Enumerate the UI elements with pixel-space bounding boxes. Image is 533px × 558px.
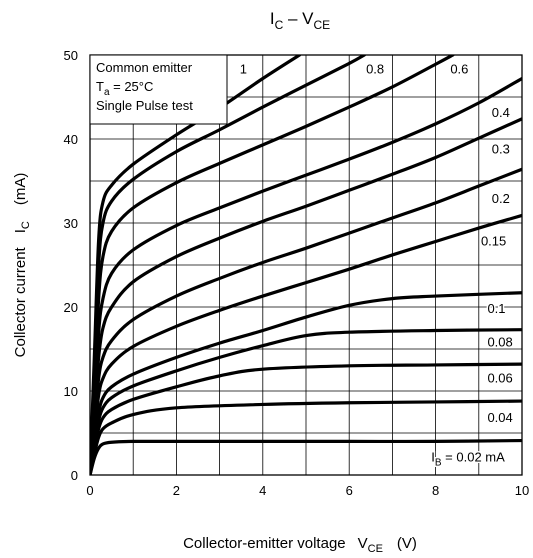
plot-frame <box>89 54 523 476</box>
legend-line-2: Ta = 25°C <box>96 79 153 98</box>
x-tick-label: 0 <box>86 483 93 498</box>
legend-line-3: Single Pulse test <box>96 98 193 113</box>
y-tick-label: 20 <box>64 300 78 315</box>
x-tick-label: 2 <box>173 483 180 498</box>
y-tick-labels: 0 10 20 30 40 50 <box>64 48 78 483</box>
chart-title: IC – VCE <box>270 9 330 32</box>
curve-label: 0.8 <box>366 61 384 76</box>
curve-label: 0.3 <box>492 141 510 156</box>
curve-line <box>90 76 522 475</box>
x-tick-label: 10 <box>515 483 529 498</box>
curve-label: 0.04 <box>487 410 512 425</box>
curves <box>90 55 522 475</box>
curve-line <box>90 399 522 475</box>
legend-box: Common emitter Ta = 25°C Single Pulse te… <box>89 54 228 125</box>
legend-line-1: Common emitter <box>96 60 193 75</box>
curve-label: 0.15 <box>481 234 506 249</box>
curve-line <box>90 291 522 475</box>
x-tick-label: 6 <box>346 483 353 498</box>
curve-label: 0.2 <box>492 191 510 206</box>
curve-labels: IB = 0.02 mA 0.04 0.06 0.08 0.1 0.15 0.2 0.3 0.4… <box>238 60 514 470</box>
x-tick-labels: 0 2 4 6 8 10 <box>86 483 529 498</box>
curve-label: 0.4 <box>492 105 510 120</box>
y-tick-label: 10 <box>64 384 78 399</box>
x-tick-label: 4 <box>259 483 266 498</box>
curve-line <box>90 117 522 475</box>
y-tick-label: 30 <box>64 216 78 231</box>
y-tick-label: 40 <box>64 132 78 147</box>
curve-line <box>90 167 522 475</box>
curve-label: 0.08 <box>487 334 512 349</box>
y-tick-label: 0 <box>71 468 78 483</box>
y-tick-label: 50 <box>64 48 78 63</box>
curve-label: IB = 0.02 mA <box>431 450 505 469</box>
curve-line <box>90 213 522 475</box>
x-tick-label: 8 <box>432 483 439 498</box>
y-axis-label: Collector currentIC(mA) <box>12 173 32 358</box>
curve-label: 0.1 <box>487 301 505 316</box>
curve-label: 1 <box>240 61 247 76</box>
curve-label: 0.6 <box>450 61 468 76</box>
curve-label: 0.06 <box>487 371 512 386</box>
curve-line <box>90 438 522 475</box>
curve-line <box>90 55 302 475</box>
x-axis-label: Collector-emitter voltage VCE (V) <box>183 535 417 555</box>
